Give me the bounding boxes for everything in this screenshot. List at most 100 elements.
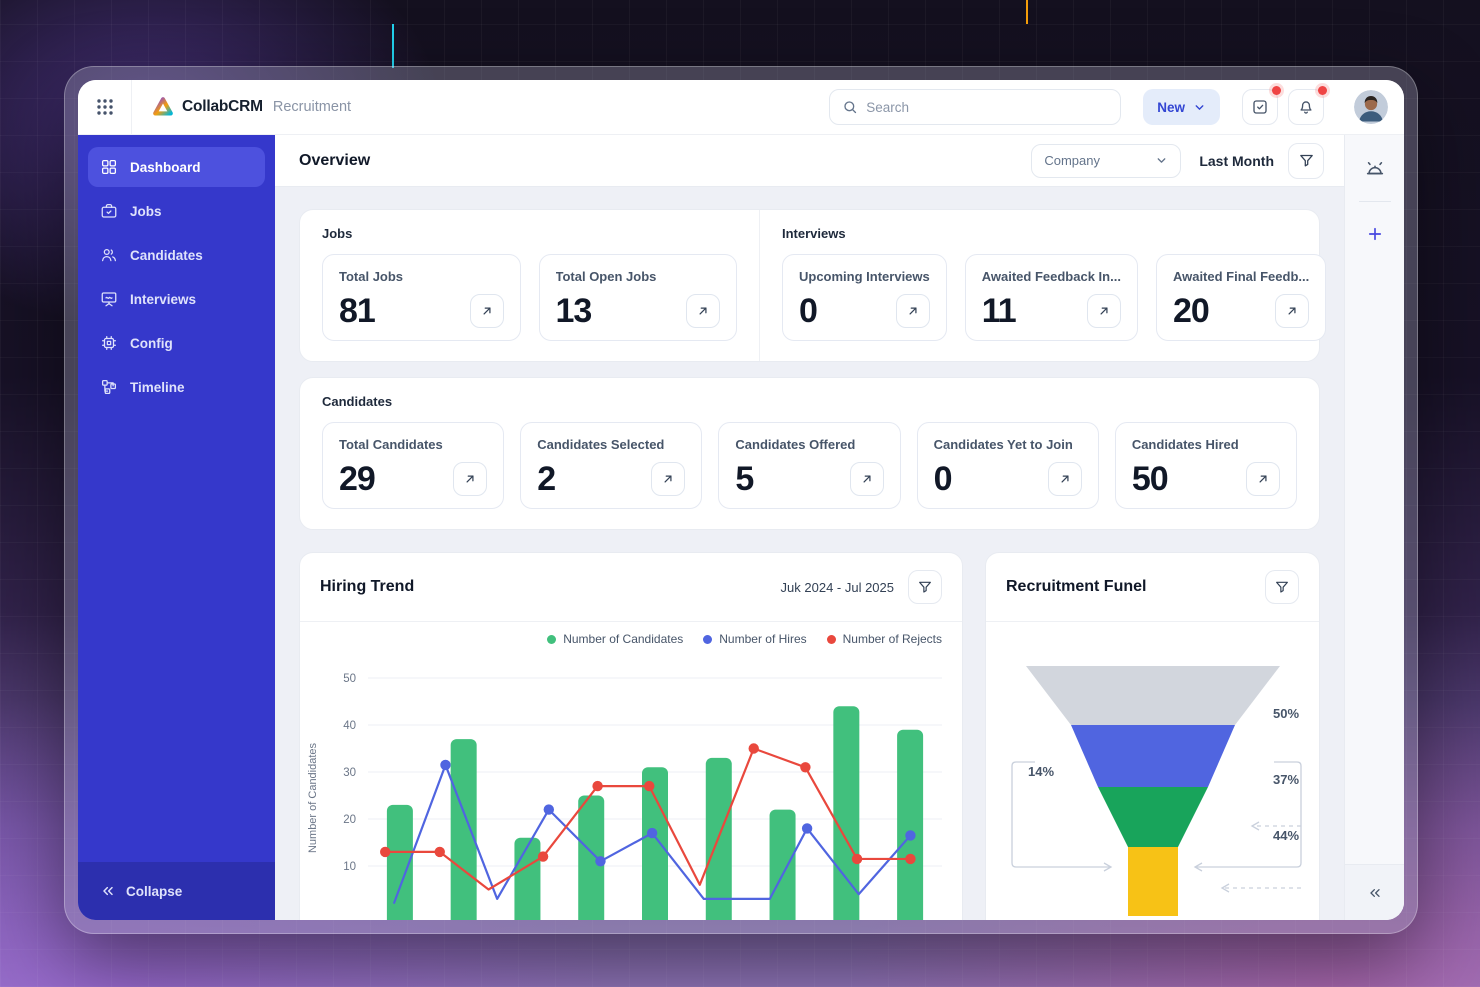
svg-text:20: 20: [343, 814, 356, 826]
filter-icon: [1276, 581, 1288, 593]
legend-dot: [703, 634, 713, 644]
stat-card: Candidates Selected 2: [520, 422, 703, 509]
rail-collapse-button[interactable]: [1357, 875, 1393, 911]
notifications-button[interactable]: [1288, 86, 1327, 125]
user-avatar[interactable]: [1354, 90, 1388, 124]
bell-icon: [1300, 101, 1312, 114]
stat-card: Candidates Offered 5: [718, 422, 901, 509]
brand-name: CollabCRM: [182, 98, 263, 115]
stat-card: Awaited Feedback In... 11: [964, 254, 1138, 341]
hiring-trend-filter-button[interactable]: [908, 570, 942, 604]
svg-text:50%: 50%: [1273, 706, 1299, 721]
tasks-button[interactable]: [1242, 86, 1281, 125]
search-icon: [842, 99, 858, 115]
interviews-section: Interviews Upcoming Interviews 0 Awaited F…: [760, 210, 1344, 361]
legend-label: Number of Hires: [719, 632, 807, 646]
plus-icon: [1368, 227, 1381, 241]
stat-card-title: Total Jobs: [339, 269, 404, 284]
sidebar-item-timeline[interactable]: Timeline: [88, 367, 265, 407]
arrow-up-right-icon: [1100, 307, 1108, 315]
recruitment-funnel-card: Recruitment Funel 50% 37% 44% 14%: [985, 552, 1320, 920]
stat-card-open-button[interactable]: [1086, 294, 1121, 328]
sidebar-item-interviews[interactable]: Interviews: [88, 279, 265, 319]
top-bar: CollabCRM Recruitment New: [78, 80, 1404, 135]
stat-card-open-button[interactable]: [686, 294, 720, 328]
sidebar-item-dashboard[interactable]: Dashboard: [88, 147, 265, 187]
jobs-interviews-card: Jobs Total Jobs 81 Total Open Jobs 13 Inter…: [299, 209, 1327, 362]
sidebar-collapse-button[interactable]: Collapse: [78, 862, 275, 920]
stat-card-open-button[interactable]: [453, 462, 488, 496]
arrow-up-right-icon: [664, 475, 672, 483]
stat-card-value: 0: [933, 460, 953, 498]
svg-text:10: 10: [343, 861, 356, 873]
stat-card-title: Candidates Yet to Join: [933, 437, 1073, 452]
brand: CollabCRM Recruitment: [152, 96, 351, 118]
stat-card-value: 50: [1131, 460, 1169, 498]
divider: [1358, 201, 1391, 202]
stat-card-open-button[interactable]: [1246, 462, 1281, 496]
legend-label: Number of Rejects: [842, 632, 942, 646]
stat-card-open-button[interactable]: [895, 294, 930, 328]
right-rail: [1344, 135, 1404, 920]
presentation-icon: [101, 292, 117, 307]
search-input[interactable]: [866, 99, 1109, 115]
hiring-trend-card: Hiring Trend Juk 2024 - Jul 2025 Number …: [299, 552, 963, 920]
overview-filter-button[interactable]: [1288, 142, 1324, 179]
sidebar-item-candidates[interactable]: Candidates: [88, 235, 265, 275]
new-button[interactable]: New: [1143, 89, 1220, 125]
funnel-filter-button[interactable]: [1265, 570, 1299, 604]
svg-text:44%: 44%: [1273, 828, 1299, 843]
app-launcher-icon[interactable]: [96, 98, 114, 116]
stat-card-value: 0: [799, 292, 818, 330]
stat-card: Upcoming Interviews 0: [782, 254, 947, 341]
stat-card-title: Candidates Hired: [1131, 437, 1239, 452]
search-box[interactable]: [829, 89, 1122, 125]
page-title: Overview: [299, 151, 371, 169]
stat-card-open-button[interactable]: [1275, 294, 1310, 328]
brand-module: Recruitment: [272, 99, 352, 115]
period-label: Last Month: [1199, 152, 1274, 169]
sidebar-item-label: Config: [130, 335, 173, 351]
arrow-up-right-icon: [1288, 307, 1296, 315]
stat-card-title: Candidates Offered: [735, 437, 856, 452]
notification-dot: [1272, 86, 1281, 95]
sidebar-item-jobs[interactable]: Jobs: [88, 191, 265, 231]
chart-period: Juk 2024 - Jul 2025: [780, 579, 894, 595]
stat-card: Candidates Hired 50: [1114, 422, 1298, 509]
sidebar-item-label: Jobs: [130, 203, 162, 219]
brand-logo-icon: [152, 96, 174, 118]
stat-card-value: 2: [537, 460, 556, 498]
service-bell-icon[interactable]: [1357, 151, 1393, 187]
stat-card-title: Total Candidates: [339, 437, 443, 452]
stat-card-open-button[interactable]: [469, 294, 504, 328]
svg-text:30: 30: [343, 767, 356, 779]
hiring-trend-chart: 50 40 30 20 10 Number of Candidates: [307, 673, 942, 920]
dashboard-icon: [101, 159, 117, 175]
check-square-icon: [1253, 100, 1267, 114]
section-label: Jobs: [322, 226, 353, 241]
stat-card: Total Jobs 81: [322, 254, 521, 341]
divider: [131, 80, 132, 135]
arrow-up-right-icon: [466, 475, 474, 483]
stat-card-value: 29: [339, 460, 376, 498]
stat-card-open-button[interactable]: [651, 462, 686, 496]
arrow-up-right-icon: [909, 307, 917, 315]
section-label: Interviews: [782, 226, 846, 241]
stat-card-open-button[interactable]: [1047, 462, 1082, 496]
double-chevron-left-icon: [103, 886, 113, 896]
arrow-up-right-icon: [1259, 475, 1267, 483]
stat-card-value: 11: [981, 292, 1017, 330]
chart-legend: Number of Candidates Number of Hires Numbe…: [300, 622, 962, 646]
stat-card-title: Total Open Jobs: [555, 269, 657, 284]
overview-header: Overview Company Last Month: [275, 135, 1344, 187]
background-accent-line-amber: [1026, 0, 1028, 24]
add-widget-button[interactable]: [1357, 216, 1393, 252]
briefcase-icon: [101, 203, 117, 218]
sidebar-item-config[interactable]: Config: [88, 323, 265, 363]
company-select-value: Company: [1044, 153, 1100, 168]
company-select[interactable]: Company: [1031, 143, 1182, 178]
stat-card: Candidates Yet to Join 0: [916, 422, 1099, 509]
stat-card-open-button[interactable]: [849, 462, 884, 496]
arrow-up-right-icon: [863, 475, 871, 483]
jobs-section: Jobs Total Jobs 81 Total Open Jobs 13: [300, 210, 760, 361]
